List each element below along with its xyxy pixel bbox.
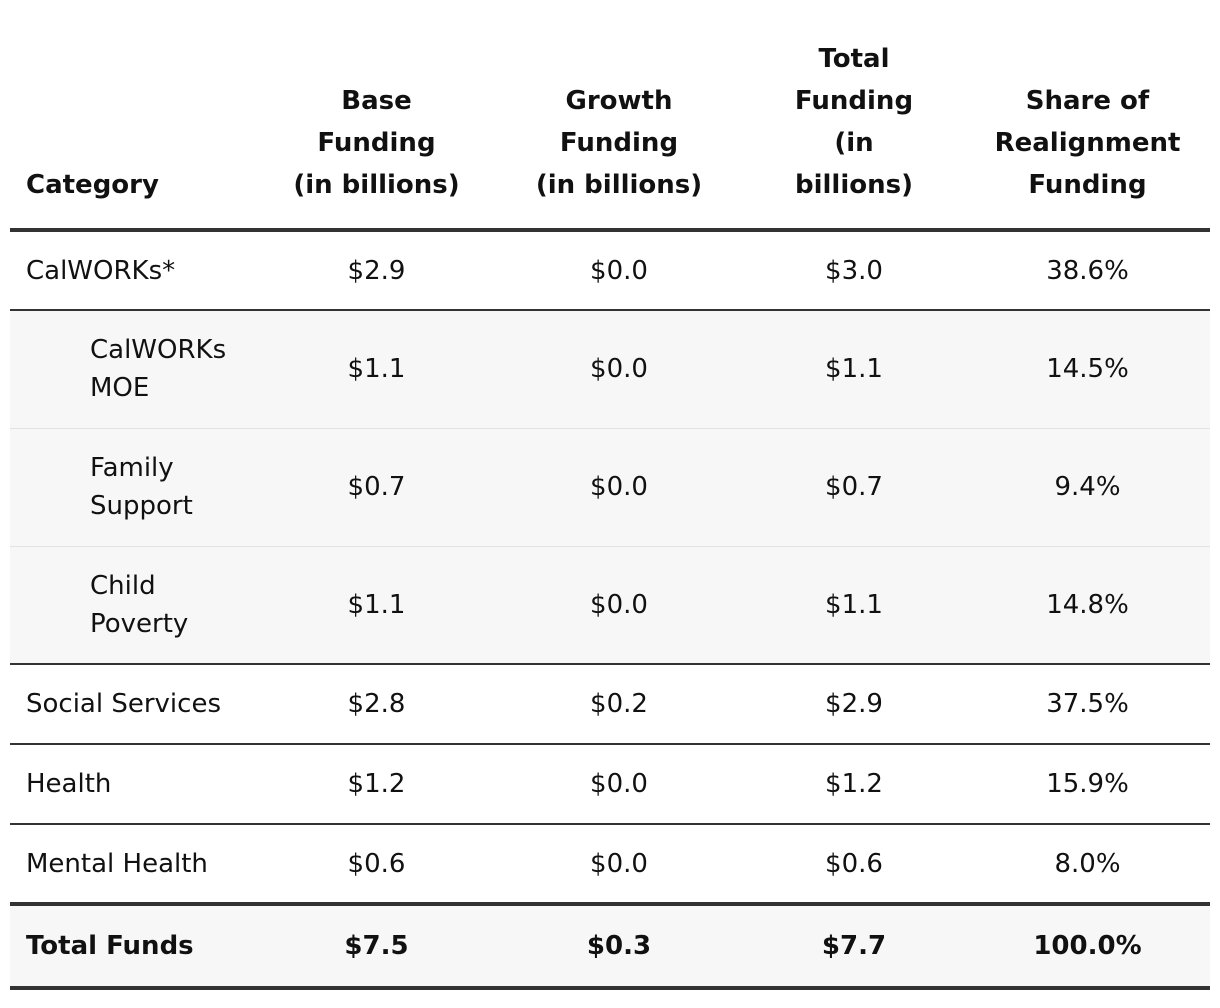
row-share: 38.6% (965, 230, 1210, 310)
row-category: Child Poverty (10, 546, 258, 664)
header-total-line-3: (in (834, 128, 873, 158)
header-growth-line-2: Funding (560, 128, 678, 158)
row-growth: $0.0 (495, 428, 743, 546)
header-total-funding: Total Funding (in billions) (743, 0, 965, 230)
row-category: CalWORKs* (10, 230, 258, 310)
row-category: Social Services (10, 664, 258, 744)
realignment-funding-table: Category Base Funding (in billions) Grow… (10, 0, 1210, 990)
row-base: $1.1 (258, 546, 495, 664)
row-growth: $0.0 (495, 546, 743, 664)
row-base: $2.8 (258, 664, 495, 744)
row-base: $0.7 (258, 428, 495, 546)
row-total: $1.1 (743, 310, 965, 428)
table-row-child-poverty: Child Poverty $1.1 $0.0 $1.1 14.8% (10, 546, 1210, 664)
header-base-line-2: Funding (317, 128, 435, 158)
row-total: $1.1 (743, 546, 965, 664)
row-growth: $0.0 (495, 744, 743, 824)
total-share: 100.0% (965, 904, 1210, 988)
row-share: 8.0% (965, 824, 1210, 904)
table-row-calworks: CalWORKs* $2.9 $0.0 $3.0 38.6% (10, 230, 1210, 310)
header-share-funding: Share of Realignment Funding (965, 0, 1210, 230)
row-total: $1.2 (743, 744, 965, 824)
row-category: Mental Health (10, 824, 258, 904)
row-share: 37.5% (965, 664, 1210, 744)
row-total: $3.0 (743, 230, 965, 310)
header-total-line-4: billions) (795, 170, 913, 200)
table-row-total-funds: Total Funds $7.5 $0.3 $7.7 100.0% (10, 904, 1210, 988)
row-base: $0.6 (258, 824, 495, 904)
header-base-funding: Base Funding (in billions) (258, 0, 495, 230)
total-total: $7.7 (743, 904, 965, 988)
total-base: $7.5 (258, 904, 495, 988)
header-base-line-3: (in billions) (293, 170, 459, 200)
row-category: CalWORKs MOE (10, 310, 258, 428)
total-growth: $0.3 (495, 904, 743, 988)
total-category: Total Funds (10, 904, 258, 988)
header-growth-funding: Growth Funding (in billions) (495, 0, 743, 230)
row-growth: $0.0 (495, 230, 743, 310)
row-share: 14.8% (965, 546, 1210, 664)
row-base: $1.2 (258, 744, 495, 824)
table-row-mental-health: Mental Health $0.6 $0.0 $0.6 8.0% (10, 824, 1210, 904)
row-growth: $0.0 (495, 310, 743, 428)
header-share-line-2: Realignment (995, 128, 1181, 158)
funding-table-container: Category Base Funding (in billions) Grow… (10, 0, 1210, 990)
row-base: $1.1 (258, 310, 495, 428)
header-growth-line-1: Growth (566, 86, 673, 116)
table-row-calworks-moe: CalWORKs MOE $1.1 $0.0 $1.1 14.5% (10, 310, 1210, 428)
row-share: 14.5% (965, 310, 1210, 428)
row-base: $2.9 (258, 230, 495, 310)
row-share: 15.9% (965, 744, 1210, 824)
table-row-family-support: Family Support $0.7 $0.0 $0.7 9.4% (10, 428, 1210, 546)
row-total: $0.6 (743, 824, 965, 904)
header-total-line-2: Funding (795, 86, 913, 116)
row-category: Health (10, 744, 258, 824)
table-row-social-services: Social Services $2.8 $0.2 $2.9 37.5% (10, 664, 1210, 744)
row-growth: $0.0 (495, 824, 743, 904)
header-growth-line-3: (in billions) (536, 170, 702, 200)
header-share-line-3: Funding (1028, 170, 1146, 200)
row-total: $0.7 (743, 428, 965, 546)
row-total: $2.9 (743, 664, 965, 744)
row-category: Family Support (10, 428, 258, 546)
header-category: Category (10, 0, 258, 230)
row-share: 9.4% (965, 428, 1210, 546)
header-row: Category Base Funding (in billions) Grow… (10, 0, 1210, 230)
row-growth: $0.2 (495, 664, 743, 744)
header-share-line-1: Share of (1026, 86, 1149, 116)
header-base-line-1: Base (341, 86, 411, 116)
header-total-line-1: Total (818, 44, 889, 74)
table-row-health: Health $1.2 $0.0 $1.2 15.9% (10, 744, 1210, 824)
